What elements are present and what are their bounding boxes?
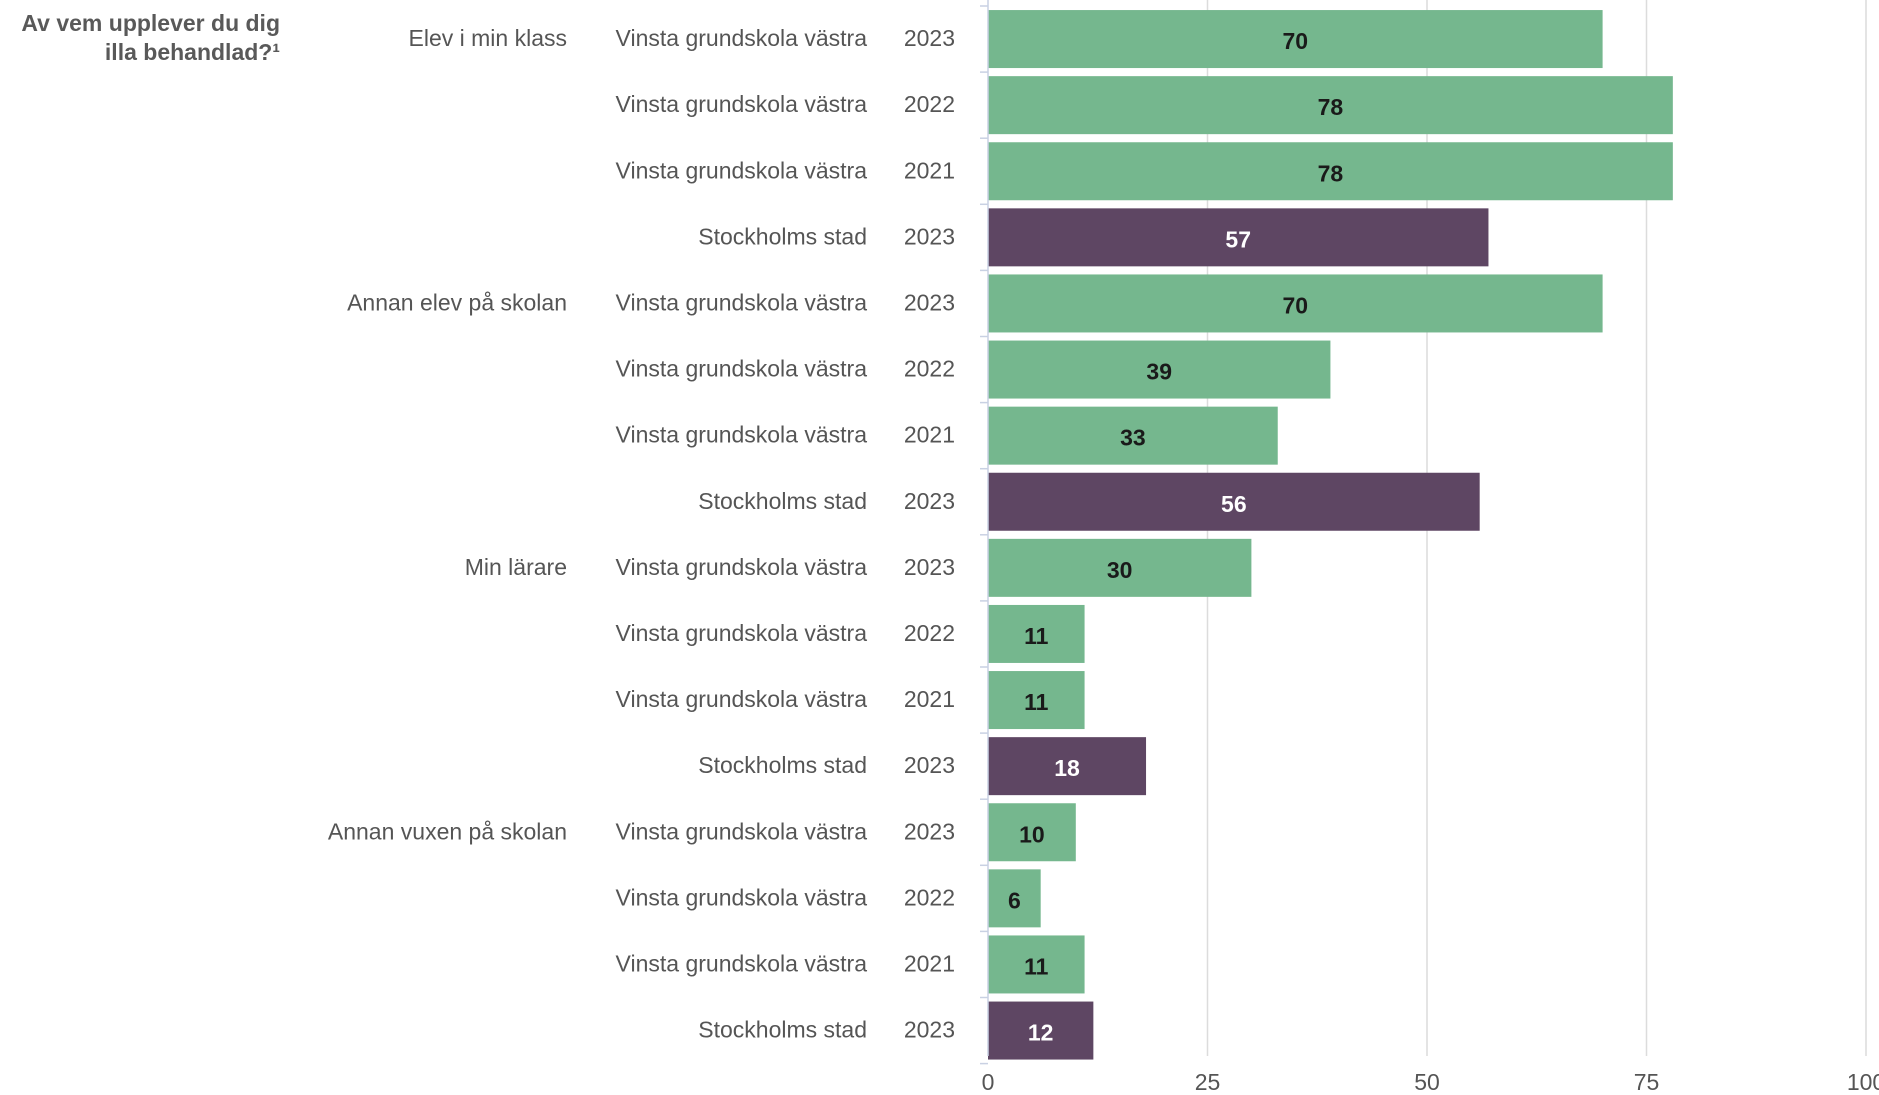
- bar-value-label: 33: [1120, 425, 1146, 451]
- bar-value-label: 6: [1008, 887, 1021, 913]
- bar-value-label: 11: [1024, 953, 1049, 979]
- bar: [988, 604, 1085, 663]
- bar: [988, 274, 1603, 333]
- unit-label: Vinsta grundskola västra: [616, 91, 868, 117]
- unit-label: Vinsta grundskola västra: [616, 884, 868, 910]
- bar: [988, 935, 1085, 994]
- year-label: 2022: [904, 91, 955, 117]
- x-tick-label: 75: [1634, 1069, 1660, 1095]
- bar-value-label: 39: [1146, 359, 1172, 385]
- x-tick-label: 100: [1847, 1069, 1879, 1095]
- bar-value-label: 18: [1054, 755, 1080, 781]
- year-label: 2023: [904, 223, 955, 249]
- year-label: 2023: [904, 289, 955, 315]
- bar: [988, 472, 1480, 531]
- group-label: Annan vuxen på skolan: [328, 818, 567, 844]
- unit-label: Stockholms stad: [698, 488, 867, 514]
- unit-label: Vinsta grundskola västra: [616, 25, 868, 51]
- bar-value-label: 78: [1318, 94, 1344, 120]
- bar: [988, 803, 1076, 862]
- unit-label: Vinsta grundskola västra: [616, 950, 868, 976]
- bar: [988, 1001, 1094, 1060]
- bar: [988, 869, 1041, 928]
- unit-label: Vinsta grundskola västra: [616, 818, 868, 844]
- group-label: Elev i min klass: [409, 25, 567, 51]
- year-label: 2023: [904, 1017, 955, 1043]
- year-label: 2023: [904, 752, 955, 778]
- unit-label: Stockholms stad: [698, 752, 867, 778]
- bar-value-label: 11: [1024, 689, 1049, 715]
- x-tick-label: 25: [1195, 1069, 1221, 1095]
- unit-label: Vinsta grundskola västra: [616, 620, 868, 646]
- bar: [988, 671, 1085, 730]
- year-label: 2021: [904, 686, 955, 712]
- bar-value-label: 70: [1283, 28, 1309, 54]
- year-label: 2022: [904, 884, 955, 910]
- bar: [988, 340, 1331, 399]
- unit-label: Stockholms stad: [698, 1017, 867, 1043]
- year-label: 2023: [904, 25, 955, 51]
- bar: [988, 737, 1147, 796]
- unit-label: Vinsta grundskola västra: [616, 686, 868, 712]
- year-label: 2023: [904, 818, 955, 844]
- bar-value-label: 70: [1283, 292, 1309, 318]
- bar: [988, 538, 1252, 597]
- bars: 70 78 78 57 70 39 33 56 30 11 11 18 10 6 11 12: [988, 10, 1673, 1060]
- year-label: 2021: [904, 157, 955, 183]
- bar-value-label: 78: [1318, 160, 1344, 186]
- bar-value-label: 10: [1019, 821, 1045, 847]
- year-label: 2021: [904, 422, 955, 448]
- unit-label: Vinsta grundskola västra: [616, 356, 868, 382]
- unit-label: Vinsta grundskola västra: [616, 157, 868, 183]
- bar-value-label: 30: [1107, 557, 1133, 583]
- bar: [988, 406, 1278, 465]
- chart-title-line-1: Av vem upplever du dig: [21, 10, 280, 36]
- unit-label: Stockholms stad: [698, 223, 867, 249]
- bar: [988, 10, 1603, 69]
- bar-value-label: 57: [1225, 226, 1251, 252]
- year-label: 2023: [904, 488, 955, 514]
- year-label: 2023: [904, 554, 955, 580]
- unit-label: Vinsta grundskola västra: [616, 554, 868, 580]
- bar-value-label: 12: [1028, 1020, 1054, 1046]
- group-label: Annan elev på skolan: [347, 289, 567, 315]
- year-label: 2022: [904, 356, 955, 382]
- unit-label: Vinsta grundskola västra: [616, 422, 868, 448]
- year-label: 2021: [904, 950, 955, 976]
- bar: [988, 208, 1489, 267]
- year-label: 2022: [904, 620, 955, 646]
- x-tick-label: 50: [1414, 1069, 1440, 1095]
- bar: [988, 76, 1673, 135]
- bar: [988, 142, 1673, 201]
- group-label: Min lärare: [465, 554, 567, 580]
- bar-value-label: 56: [1221, 491, 1247, 517]
- chart-title-line-2: illa behandlad?¹: [105, 39, 280, 65]
- unit-label: Vinsta grundskola västra: [616, 289, 868, 315]
- x-tick-label: 0: [982, 1069, 995, 1095]
- row-labels: 2023 Vinsta grundskola västra Elev i min k…: [328, 25, 955, 1043]
- x-axis: 0 25 50 75 100: [980, 0, 1879, 1095]
- bar-value-label: 11: [1024, 623, 1049, 649]
